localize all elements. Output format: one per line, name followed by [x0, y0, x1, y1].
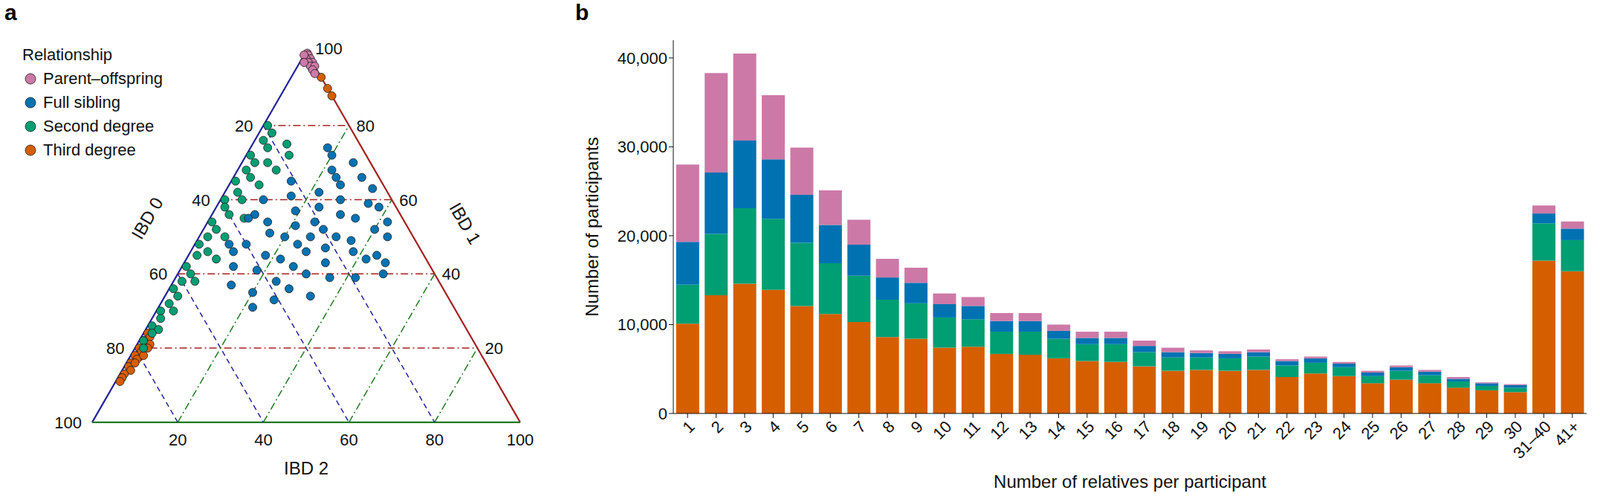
- html-text:Full sibling: Full sibling: [43, 92, 121, 112]
- svg-text:40: 40: [191, 190, 210, 210]
- svg-text:31–40: 31–40: [1509, 416, 1555, 463]
- svg-text:80: 80: [106, 338, 125, 358]
- html-text:Third degree: Third degree: [43, 140, 136, 160]
- svg-text:10: 10: [928, 416, 955, 443]
- svg-text:18: 18: [1157, 416, 1184, 443]
- svg-text:80: 80: [356, 116, 375, 136]
- svg-text:30,000: 30,000: [617, 137, 668, 157]
- svg-text:30: 30: [1500, 416, 1527, 443]
- svg-text:Number of participants: Number of participants: [581, 136, 602, 316]
- svg-text:22: 22: [1271, 416, 1298, 443]
- html-text:a: a: [4, 0, 17, 25]
- svg-text:IBD 1: IBD 1: [445, 199, 485, 248]
- svg-text:21: 21: [1243, 416, 1270, 443]
- html-text:Relationship: Relationship: [22, 45, 113, 64]
- svg-text:12: 12: [986, 416, 1013, 443]
- svg-text:IBD 2: IBD 2: [283, 457, 329, 478]
- svg-text:16: 16: [1100, 416, 1127, 443]
- svg-text:60: 60: [149, 264, 168, 284]
- svg-text:IBD 0: IBD 0: [127, 193, 167, 243]
- svg-text:20: 20: [234, 116, 253, 136]
- svg-text:14: 14: [1043, 416, 1070, 443]
- svg-text:5: 5: [792, 416, 813, 437]
- svg-text:60: 60: [339, 430, 358, 449]
- svg-text:29: 29: [1471, 416, 1498, 443]
- svg-text:100: 100: [54, 413, 82, 432]
- svg-text:23: 23: [1300, 416, 1327, 443]
- svg-text:40: 40: [254, 430, 272, 449]
- svg-text:17: 17: [1128, 416, 1155, 443]
- svg-text:15: 15: [1071, 416, 1098, 443]
- svg-text:2: 2: [707, 416, 727, 437]
- svg-text:100: 100: [506, 430, 535, 449]
- svg-text:10,000: 10,000: [617, 315, 668, 334]
- svg-text:41+: 41+: [1550, 416, 1583, 450]
- svg-text:40: 40: [442, 264, 461, 284]
- svg-text:4: 4: [764, 416, 785, 437]
- svg-text:Number of relatives per partic: Number of relatives per participant: [993, 471, 1267, 492]
- svg-text:20: 20: [484, 338, 503, 358]
- svg-text:0: 0: [658, 404, 668, 423]
- html-text:b: b: [575, 0, 589, 25]
- svg-text:7: 7: [850, 416, 870, 437]
- svg-text:6: 6: [821, 416, 841, 437]
- svg-text:20: 20: [168, 430, 187, 449]
- svg-text:25: 25: [1357, 416, 1384, 443]
- svg-text:28: 28: [1443, 416, 1470, 443]
- svg-text:20: 20: [1215, 416, 1242, 443]
- svg-text:100: 100: [315, 39, 343, 58]
- svg-text:27: 27: [1414, 416, 1441, 443]
- svg-text:1: 1: [678, 416, 698, 437]
- html-text:Parent–offspring: Parent–offspring: [43, 69, 163, 88]
- svg-text:13: 13: [1015, 416, 1042, 443]
- svg-text:60: 60: [399, 190, 417, 210]
- svg-text:11: 11: [958, 416, 984, 443]
- svg-text:9: 9: [907, 416, 927, 437]
- svg-text:26: 26: [1385, 416, 1412, 443]
- svg-text:40,000: 40,000: [617, 49, 668, 68]
- svg-text:3: 3: [735, 416, 756, 437]
- svg-text:8: 8: [878, 416, 898, 437]
- svg-text:19: 19: [1186, 416, 1213, 443]
- html-text:Second degree: Second degree: [43, 116, 154, 136]
- svg-text:80: 80: [425, 430, 444, 449]
- svg-text:24: 24: [1328, 416, 1355, 443]
- svg-text:20,000: 20,000: [617, 226, 668, 246]
